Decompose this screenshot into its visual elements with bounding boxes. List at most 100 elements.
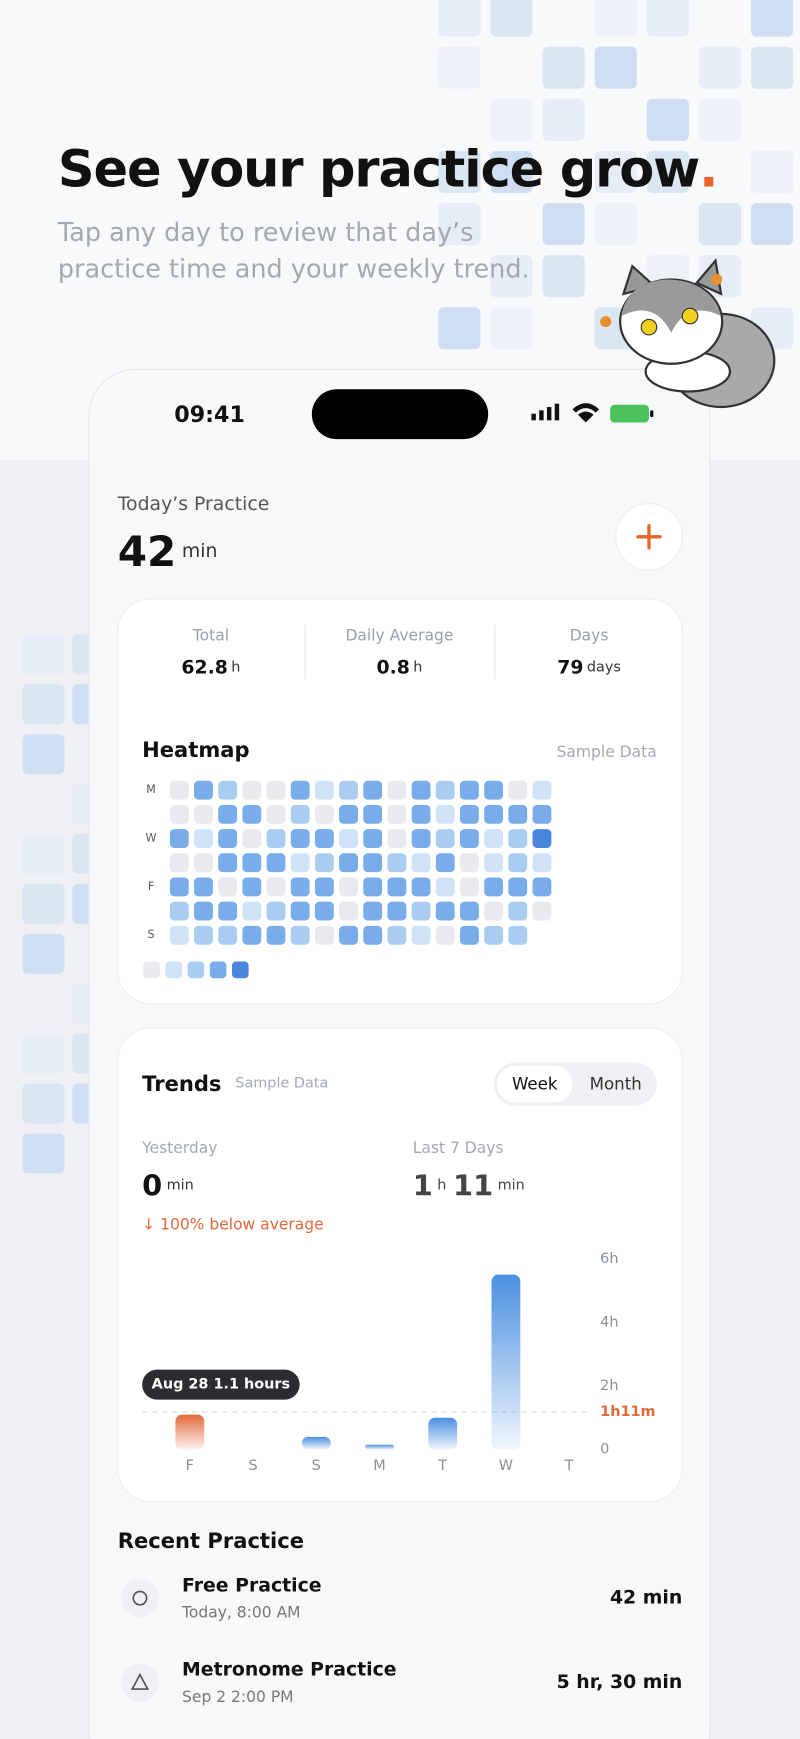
heatmap-cell[interactable] (242, 925, 262, 945)
bar[interactable] (428, 1417, 458, 1450)
heatmap-cell[interactable] (266, 853, 286, 873)
heatmap-cell[interactable] (532, 804, 552, 824)
heatmap-cell[interactable] (290, 925, 310, 945)
heatmap-cell[interactable] (266, 829, 286, 848)
heatmap-cell[interactable] (169, 877, 189, 897)
heatmap-cell[interactable] (290, 853, 310, 873)
heatmap-cell[interactable] (314, 780, 334, 800)
heatmap-cell[interactable] (484, 901, 504, 921)
heatmap-cell[interactable] (314, 804, 334, 824)
heatmap-cell[interactable] (532, 877, 552, 897)
heatmap-cell[interactable] (339, 780, 358, 800)
heatmap-cell[interactable] (169, 780, 189, 800)
heatmap-cell[interactable] (194, 877, 213, 897)
heatmap-cell[interactable] (242, 877, 262, 897)
heatmap-cell[interactable] (484, 804, 504, 824)
heatmap-cell[interactable] (242, 804, 262, 824)
heatmap-cell[interactable] (532, 780, 552, 800)
heatmap-cell[interactable] (363, 877, 383, 897)
heatmap-cell[interactable] (435, 853, 455, 873)
heatmap-cell[interactable] (242, 780, 262, 800)
bar[interactable] (301, 1436, 331, 1450)
heatmap-cell[interactable] (387, 853, 407, 873)
heatmap-cell[interactable] (290, 780, 310, 800)
heatmap-cell[interactable] (435, 877, 455, 897)
heatmap-cell[interactable] (194, 901, 213, 921)
heatmap-cell[interactable] (290, 877, 310, 897)
heatmap-cell[interactable] (339, 877, 358, 897)
heatmap-cell[interactable] (411, 853, 431, 873)
heatmap-cell[interactable] (435, 901, 455, 921)
heatmap-cell[interactable] (290, 829, 310, 848)
heatmap-cell[interactable] (435, 925, 455, 945)
heatmap-cell[interactable] (194, 853, 213, 873)
heatmap-cell[interactable] (314, 829, 334, 848)
heatmap-cell[interactable] (266, 925, 286, 945)
bar[interactable] (365, 1444, 394, 1450)
heatmap-cell[interactable] (218, 829, 238, 848)
heatmap-cell[interactable] (459, 780, 479, 800)
bar[interactable] (175, 1414, 205, 1450)
heatmap-cell[interactable] (339, 925, 358, 945)
heatmap-cell[interactable] (169, 853, 189, 873)
heatmap-cell[interactable] (459, 877, 479, 897)
heatmap-cell[interactable] (363, 925, 383, 945)
heatmap-cell[interactable] (242, 901, 262, 921)
heatmap-cell[interactable] (435, 804, 455, 824)
heatmap-cell[interactable] (339, 829, 358, 848)
heatmap-cell[interactable] (387, 780, 407, 800)
heatmap-cell[interactable] (508, 804, 528, 824)
heatmap-cell[interactable] (387, 925, 407, 945)
heatmap-cell[interactable] (314, 853, 334, 873)
heatmap-cell[interactable] (387, 901, 407, 921)
item-title[interactable]: Free Practice (182, 1575, 322, 1596)
heatmap-cell[interactable] (411, 829, 431, 848)
heatmap-cell[interactable] (484, 925, 504, 945)
heatmap-cell[interactable] (484, 829, 504, 848)
heatmap-cell[interactable] (459, 853, 479, 873)
tab-week[interactable]: Week (512, 1075, 558, 1094)
heatmap-cell[interactable] (532, 901, 552, 921)
heatmap-cell[interactable] (194, 925, 213, 945)
heatmap-cell[interactable] (508, 780, 528, 800)
heatmap-cell[interactable] (508, 829, 528, 848)
heatmap-cell[interactable] (411, 901, 431, 921)
heatmap-cell[interactable] (242, 853, 262, 873)
heatmap-cell[interactable] (459, 901, 479, 921)
heatmap-cell[interactable] (508, 853, 528, 873)
heatmap-cell[interactable] (194, 804, 213, 824)
heatmap-cell[interactable] (363, 804, 383, 824)
heatmap-cell[interactable] (387, 877, 407, 897)
heatmap-cell[interactable] (532, 829, 552, 848)
heatmap-cell[interactable] (532, 853, 552, 873)
heatmap-cell[interactable] (411, 877, 431, 897)
heatmap-cell[interactable] (508, 925, 528, 945)
heatmap-cell[interactable] (266, 901, 286, 921)
bar[interactable] (491, 1274, 521, 1450)
heatmap-cell[interactable] (411, 804, 431, 824)
heatmap-cell[interactable] (339, 853, 358, 873)
heatmap-cell[interactable] (314, 877, 334, 897)
heatmap-cell[interactable] (508, 877, 528, 897)
heatmap-cell[interactable] (435, 829, 455, 848)
heatmap-cell[interactable] (484, 877, 504, 897)
heatmap-cell[interactable] (339, 901, 358, 921)
heatmap-cell[interactable] (218, 804, 238, 824)
heatmap-cell[interactable] (484, 780, 504, 800)
heatmap-cell[interactable] (266, 780, 286, 800)
heatmap-cell[interactable] (218, 901, 238, 921)
heatmap-cell[interactable] (435, 780, 455, 800)
heatmap-cell[interactable] (459, 804, 479, 824)
heatmap-cell[interactable] (169, 925, 189, 945)
heatmap-cell[interactable] (363, 780, 383, 800)
heatmap-cell[interactable] (169, 804, 189, 824)
heatmap-cell[interactable] (218, 853, 238, 873)
heatmap-cell[interactable] (218, 877, 238, 897)
heatmap-cell[interactable] (363, 853, 383, 873)
heatmap-cell[interactable] (266, 804, 286, 824)
heatmap-cell[interactable] (339, 804, 358, 824)
heatmap-cell[interactable] (290, 901, 310, 921)
heatmap-cell[interactable] (459, 925, 479, 945)
heatmap-cell[interactable] (314, 901, 334, 921)
heatmap-cell[interactable] (459, 829, 479, 848)
